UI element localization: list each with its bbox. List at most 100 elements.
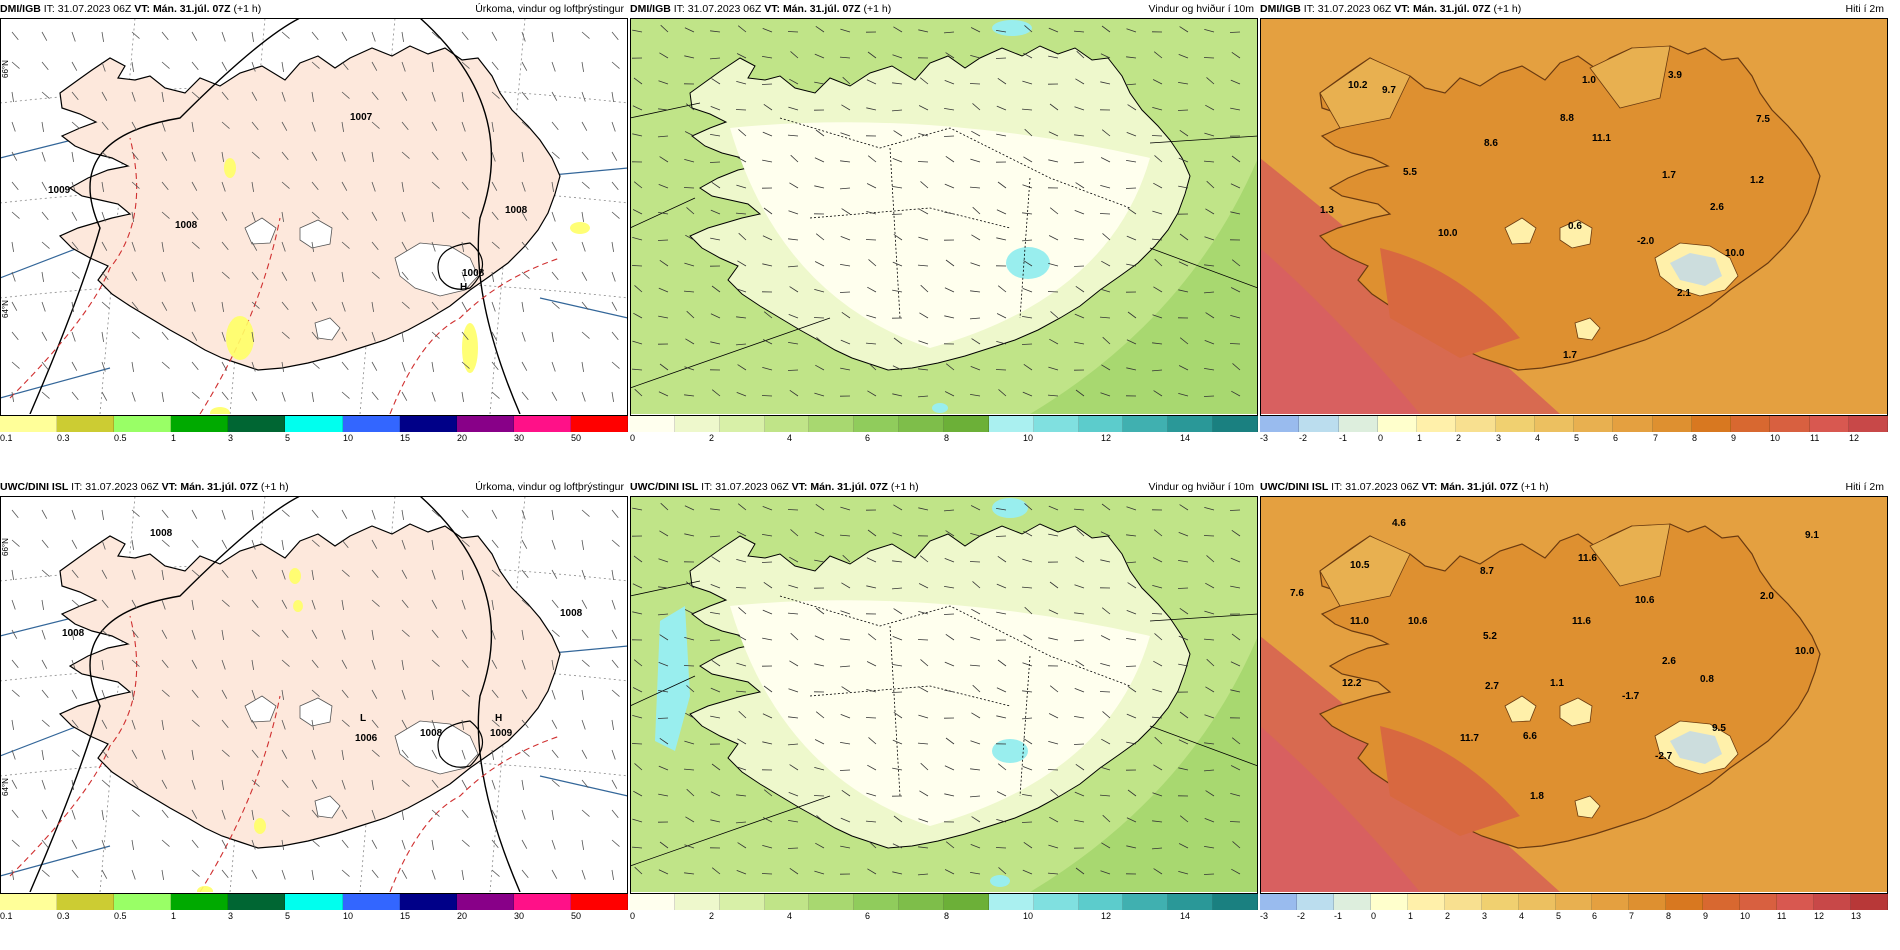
wind-barb (101, 121, 109, 131)
colorbar-segment (630, 894, 675, 910)
wind-barb (161, 331, 169, 341)
wind-barb (814, 81, 825, 85)
wind-barb (1049, 338, 1059, 345)
wind-barb (657, 239, 669, 241)
wind-barb (788, 716, 799, 719)
wind-barb (71, 61, 78, 71)
wind-barb (551, 719, 558, 729)
wind-barb (658, 586, 669, 589)
wind-barb (581, 271, 588, 281)
colorbar-tick-label: 4 (1519, 911, 1525, 921)
wind-barb (1231, 737, 1241, 745)
wind-barb (461, 689, 470, 697)
colorbar-tick-label: 2 (1445, 911, 1451, 921)
wind-barb (1126, 534, 1137, 537)
wind-barb (1203, 57, 1215, 59)
wind-barb (891, 213, 903, 215)
wind-barb (251, 211, 256, 222)
wind-barb (41, 241, 50, 249)
wind-barb (920, 762, 929, 771)
wind-barb (1203, 535, 1215, 537)
wind-barb (840, 610, 851, 615)
wind-barb (1230, 661, 1241, 667)
temperature-label: 11.6 (1572, 616, 1591, 627)
wind-barb (917, 639, 929, 641)
wind-barb (1102, 233, 1111, 241)
wind-barb (371, 271, 380, 279)
wind-barb (893, 504, 903, 511)
latitude-label: 64°N (1, 300, 10, 318)
colorbar-segment (1213, 894, 1259, 910)
wind-barb (1076, 50, 1085, 59)
wind-barb (41, 271, 44, 282)
wind-barb (659, 530, 669, 537)
colorbar-tick-label: 1 (1408, 911, 1414, 921)
wind-barb (401, 749, 409, 759)
wind-barb (311, 659, 319, 669)
wind-barb (551, 61, 556, 72)
temperature-label: 1.7 (1563, 350, 1577, 361)
wind-barb (1204, 132, 1215, 137)
wind-barb (311, 121, 316, 132)
init-time: 31.07.2023 06Z (687, 3, 762, 15)
glacier (299, 219, 333, 249)
wind-barb (431, 839, 434, 850)
wind-barb (11, 629, 18, 639)
wind-barb (1126, 160, 1137, 163)
wind-barb (41, 301, 46, 312)
colorbar-segment (1213, 416, 1259, 432)
wind-barb (789, 286, 799, 293)
wind-barb (251, 869, 258, 879)
wind-barb (996, 715, 1007, 719)
wind-barb (281, 391, 286, 402)
wind-barb (71, 719, 79, 729)
wind-barb (917, 742, 929, 745)
wind-barb (1204, 340, 1215, 345)
wind-barb (521, 569, 529, 579)
wind-barb (735, 109, 747, 111)
wind-barb (461, 271, 466, 282)
colorbar-segment (1731, 416, 1771, 432)
colorbar-segment (1518, 894, 1556, 910)
wind-barb (341, 509, 348, 519)
wind-barb (918, 368, 929, 371)
colorbar-tick-label: -1 (1334, 911, 1343, 921)
wind-barb (865, 717, 877, 719)
wind-barb (1074, 134, 1085, 137)
wind-barb (814, 663, 825, 667)
wind-barb (431, 271, 438, 281)
wind-barb (1151, 135, 1163, 137)
panel-header: DMI/IGB IT: 31.07.2023 06Z VT: Mán. 31.j… (0, 0, 628, 18)
it-label: IT: (701, 481, 713, 493)
wind-barb (311, 331, 319, 341)
wind-barb (461, 241, 464, 252)
colorbar-tick-label: 13 (1851, 911, 1862, 921)
wind-barb (1204, 368, 1215, 371)
wind-barb (581, 809, 590, 817)
wind-barb (970, 768, 981, 771)
wind-barb (311, 599, 316, 610)
wind-barb (1047, 394, 1059, 397)
wind-barb (1022, 391, 1033, 397)
wind-barb (251, 599, 259, 609)
wind-barb (101, 689, 106, 700)
wind-barb (611, 809, 619, 819)
wind-barb (735, 587, 747, 589)
wind-barb (814, 739, 825, 745)
colorbar-tick-label: 2 (709, 433, 715, 443)
wind-barb (491, 211, 499, 221)
colorbar-tick-label: 0.5 (114, 911, 127, 921)
valid-time: Mán. 31.júl. 07Z (180, 481, 258, 493)
wind-barb (1206, 77, 1215, 85)
wind-barb (1179, 815, 1189, 823)
wind-barb (11, 121, 16, 132)
wind-barb (401, 539, 406, 550)
wind-barb (893, 337, 903, 345)
wind-barb (971, 338, 981, 345)
wind-barb (1203, 395, 1215, 397)
wind-barb (1127, 104, 1137, 111)
wind-barb (632, 583, 643, 589)
wind-barb (1048, 505, 1059, 511)
temperature-label: 8.6 (1484, 138, 1498, 149)
wind-barb (71, 809, 76, 820)
